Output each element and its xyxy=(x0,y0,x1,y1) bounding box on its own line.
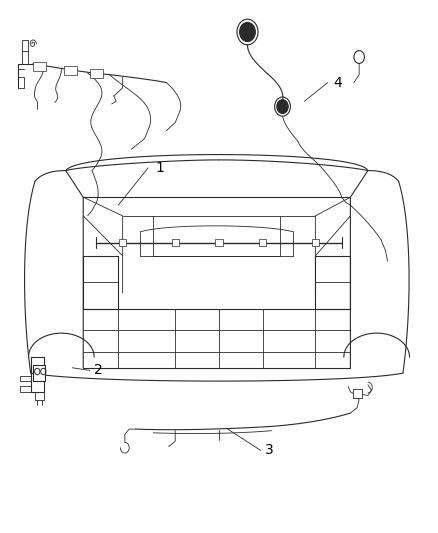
Bar xyxy=(90,69,103,78)
Circle shape xyxy=(277,100,288,114)
Bar xyxy=(64,66,77,75)
Bar xyxy=(33,62,46,71)
Text: 4: 4 xyxy=(333,76,342,90)
Bar xyxy=(353,389,362,398)
Circle shape xyxy=(240,22,255,42)
Bar xyxy=(119,239,126,246)
Bar xyxy=(312,239,319,246)
Bar xyxy=(172,239,179,246)
Text: 2: 2 xyxy=(94,364,103,377)
Text: 1: 1 xyxy=(155,161,164,175)
Text: 3: 3 xyxy=(265,443,274,457)
Bar xyxy=(215,239,223,246)
Bar xyxy=(259,239,266,246)
Bar xyxy=(33,365,45,381)
